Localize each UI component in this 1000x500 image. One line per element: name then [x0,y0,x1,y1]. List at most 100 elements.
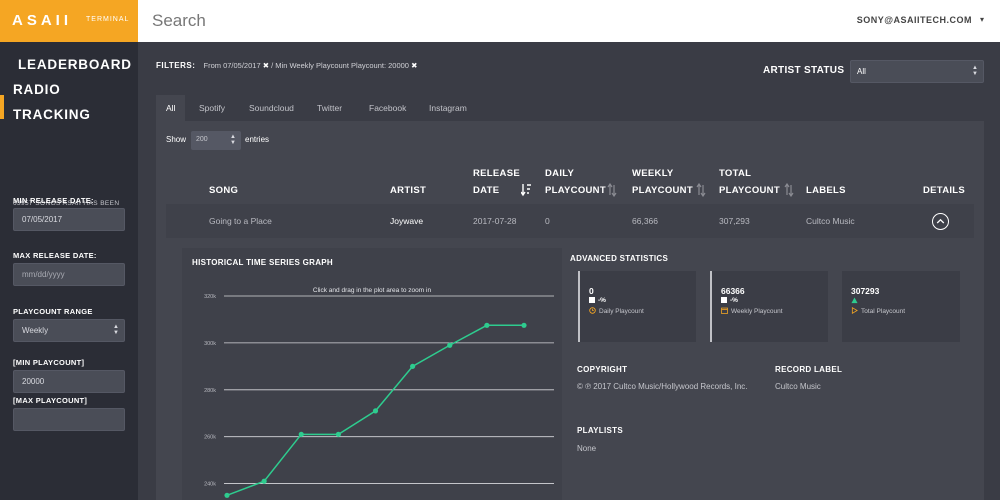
cell-artist[interactable]: Joywave [390,216,424,226]
trend-up-icon [851,297,858,304]
filter-chip-from-date: From 07/05/2017 [203,61,261,70]
y-tick-label: 300k [204,341,216,347]
chart-data-point[interactable] [298,431,304,437]
max-release-date-input[interactable] [13,263,125,286]
remove-filter-icon[interactable]: ✖ [262,61,270,70]
sort-both-icon[interactable] [784,183,794,197]
stat-name: Weekly Playcount [721,307,783,315]
stat-label: Weekly Playcount [731,308,783,315]
max-playcount-label: [MAX PLAYCOUNT] [13,396,88,405]
copyright-text: © ℗ 2017 Cultco Music/Hollywood Records,… [577,382,748,391]
entries-select[interactable]: 200 ▲ ▼ [191,131,241,150]
header-release-line2: DATE [473,185,500,196]
header-labels[interactable]: LABELS [806,185,846,196]
brand-logo[interactable]: ASAII TERMINAL [0,0,138,42]
main-content: FILTERS: From 07/05/2017 ✖ / Min Weekly … [138,42,1000,500]
header-song[interactable]: SONG [209,185,239,196]
playcount-range-label: PLAYCOUNT RANGE [13,307,93,316]
calendar-icon [721,307,728,314]
chart-data-point[interactable] [410,363,416,369]
stat-value: 0 [589,286,594,296]
tab-soundcloud[interactable]: Soundcloud [249,103,294,113]
cell-total-playcount: 307,293 [719,216,750,226]
max-release-date-label: MAX RELEASE DATE: [13,251,97,260]
header-weekly-line1: WEEKLY [632,168,674,179]
table-row[interactable] [166,204,974,238]
logo-subtitle: TERMINAL [86,16,130,23]
chart-data-point[interactable] [447,342,453,348]
artist-status-select[interactable]: All ▲ ▼ [850,60,984,83]
record-label-label: RECORD LABEL [775,365,843,374]
sort-both-icon[interactable] [696,183,706,197]
chart-data-point[interactable] [224,492,230,498]
header-total-playcount[interactable]: TOTAL PLAYCOUNT [719,165,780,199]
cell-weekly-playcount: 66,366 [632,216,658,226]
header-details[interactable]: DETAILS [923,185,966,196]
min-playcount-input[interactable] [13,370,125,393]
stat-change-value: -% [598,297,606,304]
playcount-range-select[interactable]: Weekly ▲ ▼ [13,319,125,342]
stat-change: -% [589,297,606,304]
filters-bar: FILTERS: From 07/05/2017 ✖ / Min Weekly … [156,61,417,70]
stat-value: 66366 [721,286,745,296]
filter-separator: / [271,61,274,70]
max-playcount-input[interactable] [13,408,125,431]
chart-data-point[interactable] [372,408,379,414]
stat-name: Daily Playcount [589,307,644,315]
header-weekly-line2: PLAYCOUNT [632,185,693,196]
playlists-text: None [577,444,597,453]
sidebar: LEADERBOARD RADIO TRACKING 63957 SONGS A… [0,42,138,500]
square-icon [721,297,727,303]
header-weekly-playcount[interactable]: WEEKLY PLAYCOUNT [632,165,693,199]
expand-details-button[interactable] [932,213,949,230]
chart-data-point[interactable] [484,322,490,328]
artist-status-label: ARTIST STATUS [763,65,845,76]
cell-daily-playcount: 0 [545,216,550,226]
stat-value: 307293 [851,286,880,296]
select-arrows-icon: ▲ ▼ [113,324,119,336]
entries-label: entries [245,135,270,144]
select-arrows-icon: ▲ ▼ [230,134,236,146]
filters-label: FILTERS: [156,61,196,70]
header-release-date[interactable]: RELEASE DATE [473,165,520,199]
filter-chip-min-weekly: Min Weekly Playcount Playcount: 20000 [275,61,409,70]
time-series-chart[interactable]: 240k 260k 280k 300k 320k HISTORICAL TIME SER… [182,248,562,500]
sort-both-icon[interactable] [607,183,617,197]
chart-title: HISTORICAL TIME SERIES GRAPH [192,258,334,267]
tab-spotify[interactable]: Spotify [199,103,225,113]
cell-song[interactable]: Going to a Place [209,216,272,226]
nav-radio[interactable]: RADIO [13,82,61,97]
top-bar: ASAII TERMINAL SONY@ASAIITECH.COM ▾ [0,0,1000,42]
nav-leaderboard[interactable]: LEADERBOARD [18,57,132,72]
chart-plot-area[interactable]: 240k 260k 280k 300k 320k [182,248,562,500]
header-artist[interactable]: ARTIST [390,185,427,196]
tab-facebook[interactable]: Facebook [369,103,407,113]
y-tick-label: 280k [204,388,216,394]
copyright-label: COPYRIGHT [577,365,628,374]
chart-data-point[interactable] [261,478,267,484]
record-label-text: Cultco Music [775,382,821,391]
nav-tracking[interactable]: TRACKING [13,107,91,122]
tab-instagram[interactable]: Instagram [429,103,467,113]
sort-desc-icon[interactable] [521,183,531,197]
chart-data-point[interactable] [521,322,527,328]
search-input[interactable] [152,8,752,34]
chevron-down-icon[interactable]: ▾ [979,15,984,24]
remove-filter-icon[interactable]: ✖ [411,61,418,70]
min-release-date-label: MIN RELEASE DATE: [13,196,94,205]
header-daily-playcount[interactable]: DAILY PLAYCOUNT [545,165,606,199]
header-total-line2: PLAYCOUNT [719,185,780,196]
chevron-up-icon [936,218,945,224]
logo-text: ASAII [12,12,73,29]
y-tick-label: 260k [204,435,216,441]
min-release-date-input[interactable] [13,208,125,231]
tab-twitter[interactable]: Twitter [317,103,343,113]
select-arrows-icon: ▲ ▼ [972,65,978,77]
stat-change: -% [721,297,738,304]
playlists-label: PLAYLISTS [577,426,623,435]
stat-name: Total Playcount [851,307,905,315]
user-menu[interactable]: SONY@ASAIITECH.COM [856,15,972,25]
chart-data-point[interactable] [335,431,341,437]
tab-all[interactable]: All [156,95,186,121]
stat-card-total: 307293 Total Playcount [842,271,960,342]
